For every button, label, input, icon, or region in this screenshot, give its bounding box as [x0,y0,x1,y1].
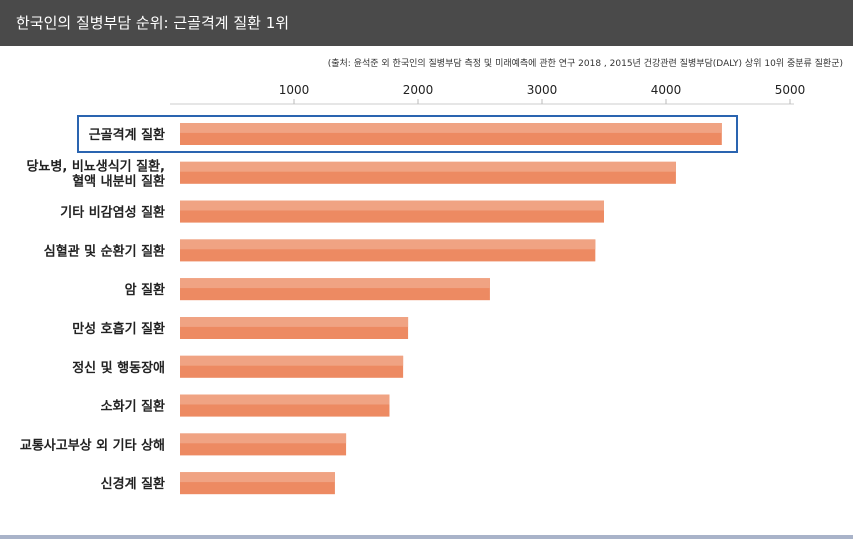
bar-highlight-stripe [180,472,335,483]
source-note: (출처: 윤석준 외 한국인의 질병부담 측정 및 미래예측에 관한 연구 20… [327,59,843,69]
bar-highlight-stripe [180,239,596,250]
x-tick-label: 5000 [775,83,806,97]
bar-group: 암 질환 [125,278,490,301]
bar-group: 당뇨병, 비뇨생식기 질환,혈액 내분비 질환 [26,158,676,189]
category-label: 기타 비감염성 질환 [60,205,165,221]
category-label: 소화기 질환 [101,399,165,415]
category-label: 혈액 내분비 질환 [72,173,165,189]
category-label: 정신 및 행동장애 [72,360,165,376]
category-label: 심혈관 및 순환기 질환 [44,243,165,259]
bar-group: 기타 비감염성 질환 [60,200,604,223]
bar-highlight-stripe [180,200,604,211]
bar-group: 신경계 질환 [101,472,335,495]
category-label: 교통사고부상 외 기타 상해 [20,437,165,453]
highlight-box [77,115,738,153]
category-label: 신경계 질환 [101,476,165,492]
bar-group: 근골격계 질환 [89,123,722,145]
category-label: 근골격계 질환 [89,127,165,143]
category-label: 암 질환 [125,282,165,298]
bar-highlight-stripe [180,123,722,133]
page-title: 한국인의 질병부담 순위: 근골격계 질환 1위 [16,14,290,32]
bar-group: 정신 및 행동장애 [72,355,404,378]
bar-highlight-stripe [180,278,490,289]
x-tick-label: 1000 [279,83,310,97]
category-label: 만성 호흡기 질환 [72,321,165,337]
category-label: 당뇨병, 비뇨생식기 질환, [26,158,165,174]
bar-highlight-stripe [180,317,409,327]
bar-highlight-stripe [180,433,347,444]
title-bar: 한국인의 질병부담 순위: 근골격계 질환 1위 [0,0,853,46]
bottom-divider [0,535,853,539]
bar-group: 심혈관 및 순환기 질환 [44,239,596,262]
bar-group: 소화기 질환 [101,394,390,417]
bar-highlight-stripe [180,161,676,172]
x-tick-label: 3000 [527,83,558,97]
bar-highlight-stripe [180,394,390,405]
x-tick-label: 4000 [651,83,682,97]
bar-group: 교통사고부상 외 기타 상해 [20,433,347,456]
bar-highlight-stripe [180,355,404,366]
x-tick-label: 2000 [403,83,434,97]
bar-group: 만성 호흡기 질환 [72,317,409,339]
